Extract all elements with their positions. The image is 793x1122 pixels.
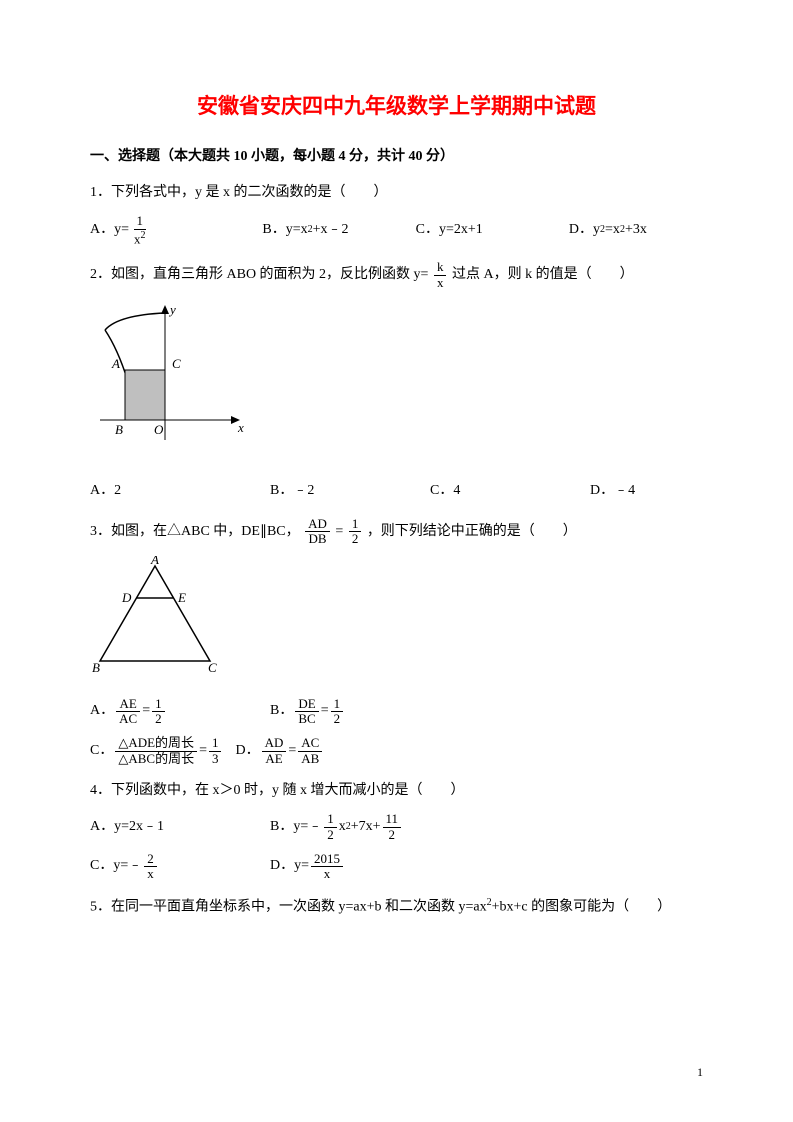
q2-text: 2．如图，直角三角形 ABO 的面积为 2，反比例函数 y= k x 过点 A，… — [90, 260, 703, 290]
fraction: 1 2 — [349, 517, 362, 547]
q4-option-d: D．y= 2015x — [270, 852, 430, 882]
q3-text: 3．如图，在△ABC 中，DE∥BC， AD DB = 1 2 ，则下列结论中正… — [90, 517, 703, 547]
svg-text:B: B — [115, 422, 123, 437]
svg-text:O: O — [154, 422, 164, 437]
q2-option-d: D．﹣4 — [590, 480, 700, 502]
svg-text:A: A — [150, 556, 159, 567]
svg-text:x: x — [237, 420, 244, 435]
q2-option-c: C．4 — [430, 480, 590, 502]
q4-option-c: C．y=﹣ 2x — [90, 852, 270, 882]
q1-option-c: C．y=2x+1 — [416, 214, 569, 246]
q2-option-b: B．﹣2 — [270, 480, 430, 502]
q4-text: 4．下列函数中，在 x＞0 时，y 随 x 增大而减小的是（ ） — [90, 780, 703, 802]
question-2: 2．如图，直角三角形 ABO 的面积为 2，反比例函数 y= k x 过点 A，… — [90, 260, 703, 502]
q1-option-b: B．y=x2+x﹣2 — [262, 214, 415, 246]
fraction: 1 x2 — [131, 214, 149, 246]
svg-text:D: D — [121, 590, 132, 605]
svg-text:C: C — [208, 660, 217, 675]
fraction: AD DB — [305, 517, 330, 547]
question-3: 3．如图，在△ABC 中，DE∥BC， AD DB = 1 2 ，则下列结论中正… — [90, 517, 703, 766]
q2-figure: y x A C B O — [90, 300, 703, 468]
q3-option-a: A． AEAC = 12 — [90, 697, 270, 727]
question-1: 1．下列各式中，y 是 x 的二次函数的是（ ） A．y= 1 x2 B．y=x… — [90, 182, 703, 246]
q4-options-row2: C．y=﹣ 2x D．y= 2015x — [90, 852, 703, 882]
q1-text: 1．下列各式中，y 是 x 的二次函数的是（ ） — [90, 182, 703, 204]
question-5: 5．在同一平面直角坐标系中，一次函数 y=ax+b 和二次函数 y=ax2+bx… — [90, 895, 703, 919]
svg-text:A: A — [111, 356, 120, 371]
q3-option-c: C． △ADE的周长△ABC的周长 = 13 — [90, 736, 223, 766]
q3-options-row2: C． △ADE的周长△ABC的周长 = 13 D． ADAE = ACAB — [90, 736, 703, 766]
svg-text:B: B — [92, 660, 100, 675]
q2-options: A．2 B．﹣2 C．4 D．﹣4 — [90, 480, 703, 502]
q3-figure: A B C D E — [90, 556, 703, 684]
q3-option-d: D． ADAE = ACAB — [235, 736, 324, 766]
q1-option-a: A．y= 1 x2 — [90, 214, 262, 246]
q4-options-row1: A．y=2x﹣1 B．y=﹣ 12 x2+7x+ 112 — [90, 812, 703, 842]
section-header: 一、选择题（本大题共 10 小题，每小题 4 分，共计 40 分） — [90, 146, 703, 168]
q3-options-row1: A． AEAC = 12 B． DEBC = 12 — [90, 697, 703, 727]
question-4: 4．下列函数中，在 x＞0 时，y 随 x 增大而减小的是（ ） A．y=2x﹣… — [90, 780, 703, 882]
svg-text:C: C — [172, 356, 181, 371]
q2-option-a: A．2 — [90, 480, 270, 502]
q4-option-b: B．y=﹣ 12 x2+7x+ 112 — [270, 812, 530, 842]
page-number: 1 — [697, 1063, 703, 1082]
svg-text:y: y — [168, 302, 176, 317]
q5-text: 5．在同一平面直角坐标系中，一次函数 y=ax+b 和二次函数 y=ax2+bx… — [90, 895, 703, 919]
q3-option-b: B． DEBC = 12 — [270, 697, 430, 727]
svg-text:E: E — [177, 590, 186, 605]
q1-option-d: D．y2=x2+3x — [569, 214, 703, 246]
q4-option-a: A．y=2x﹣1 — [90, 812, 270, 842]
q1-options: A．y= 1 x2 B．y=x2+x﹣2 C．y=2x+1 D．y2=x2+3x — [90, 214, 703, 246]
page-title: 安徽省安庆四中九年级数学上学期期中试题 — [90, 90, 703, 124]
fraction: k x — [434, 260, 447, 290]
